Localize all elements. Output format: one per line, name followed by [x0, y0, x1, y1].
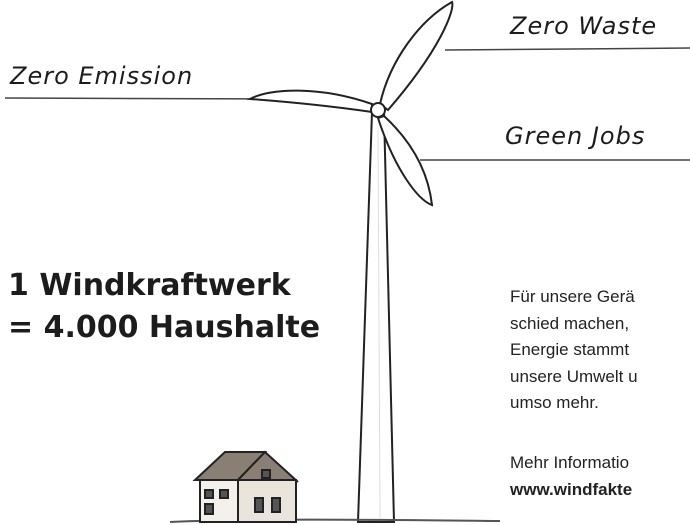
headline: 1 Windkraftwerk: [8, 268, 291, 303]
text-line: Für unsere Gerä: [510, 287, 635, 307]
hub: [371, 103, 385, 117]
text-line: umso mehr.: [510, 393, 599, 413]
text-line: www.windfakte: [510, 480, 632, 500]
tower: [358, 112, 394, 522]
headline: = 4.000 Haushalte: [8, 310, 320, 345]
house: [195, 452, 298, 522]
label-green-jobs: Green Jobs: [505, 122, 645, 150]
label-zero-emission: Zero Emission: [10, 62, 193, 90]
label-line: [5, 98, 272, 99]
text-line: unsere Umwelt u: [510, 367, 638, 387]
blade: [250, 91, 372, 112]
text-line: Mehr Informatio: [510, 453, 629, 473]
label-zero-waste: Zero Waste: [510, 12, 657, 40]
label-line: [445, 48, 690, 50]
text-line: schied machen,: [510, 314, 629, 334]
blade: [380, 2, 452, 110]
page: Zero Waste Zero Emission Green Jobs 1 Wi…: [0, 0, 690, 525]
text-line: Energie stammt: [510, 340, 629, 360]
